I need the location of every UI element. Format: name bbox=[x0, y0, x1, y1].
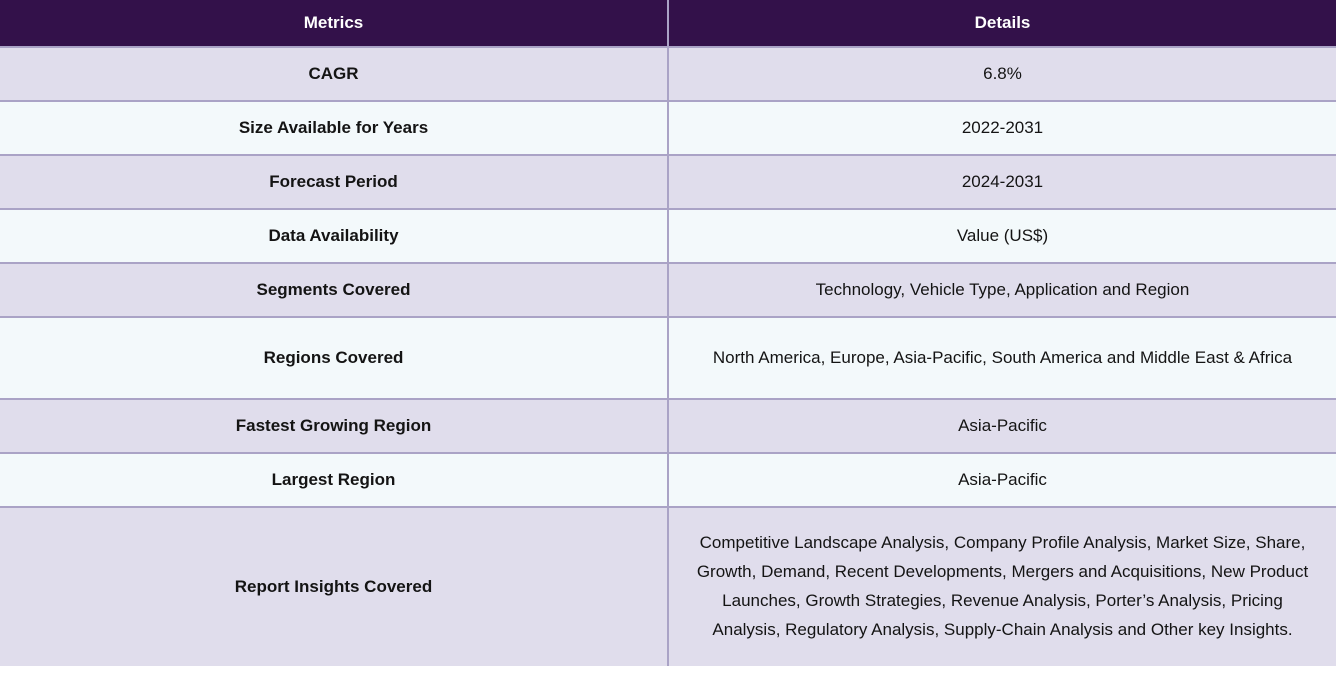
table-row-segments-covered: Segments Covered Technology, Vehicle Typ… bbox=[0, 262, 1336, 317]
metric-cell: Largest Region bbox=[0, 452, 668, 507]
metric-cell: Segments Covered bbox=[0, 262, 668, 317]
metric-cell: Forecast Period bbox=[0, 154, 668, 209]
detail-cell: 2022-2031 bbox=[667, 100, 1336, 155]
table-row-report-insights: Report Insights Covered Competitive Land… bbox=[0, 506, 1336, 666]
detail-cell: Value (US$) bbox=[667, 208, 1336, 263]
metric-cell: CAGR bbox=[0, 46, 668, 101]
detail-cell: North America, Europe, Asia-Pacific, Sou… bbox=[667, 316, 1336, 399]
column-header-details: Details bbox=[667, 0, 1336, 47]
metric-cell: Size Available for Years bbox=[0, 100, 668, 155]
table-row-data-availability: Data Availability Value (US$) bbox=[0, 208, 1336, 263]
market-report-scope-table: Metrics Details CAGR 6.8% Size Available… bbox=[0, 0, 1336, 666]
metric-cell: Fastest Growing Region bbox=[0, 398, 668, 453]
table-row-size-available: Size Available for Years 2022-2031 bbox=[0, 100, 1336, 155]
metric-cell: Report Insights Covered bbox=[0, 506, 668, 666]
metric-cell: Regions Covered bbox=[0, 316, 668, 399]
table-header: Metrics Details bbox=[0, 0, 1336, 47]
metric-cell: Data Availability bbox=[0, 208, 668, 263]
detail-cell: Asia-Pacific bbox=[667, 452, 1336, 507]
table-row-cagr: CAGR 6.8% bbox=[0, 46, 1336, 101]
detail-cell: 6.8% bbox=[667, 46, 1336, 101]
detail-cell: 2024-2031 bbox=[667, 154, 1336, 209]
table-body: CAGR 6.8% Size Available for Years 2022-… bbox=[0, 46, 1336, 666]
table-row-forecast-period: Forecast Period 2024-2031 bbox=[0, 154, 1336, 209]
table-row-fastest-growing-region: Fastest Growing Region Asia-Pacific bbox=[0, 398, 1336, 453]
column-header-metrics: Metrics bbox=[0, 0, 668, 47]
table-row-regions-covered: Regions Covered North America, Europe, A… bbox=[0, 316, 1336, 399]
detail-cell: Competitive Landscape Analysis, Company … bbox=[667, 506, 1336, 666]
detail-cell: Asia-Pacific bbox=[667, 398, 1336, 453]
detail-cell: Technology, Vehicle Type, Application an… bbox=[667, 262, 1336, 317]
header-row: Metrics Details bbox=[0, 0, 1336, 47]
table-row-largest-region: Largest Region Asia-Pacific bbox=[0, 452, 1336, 507]
